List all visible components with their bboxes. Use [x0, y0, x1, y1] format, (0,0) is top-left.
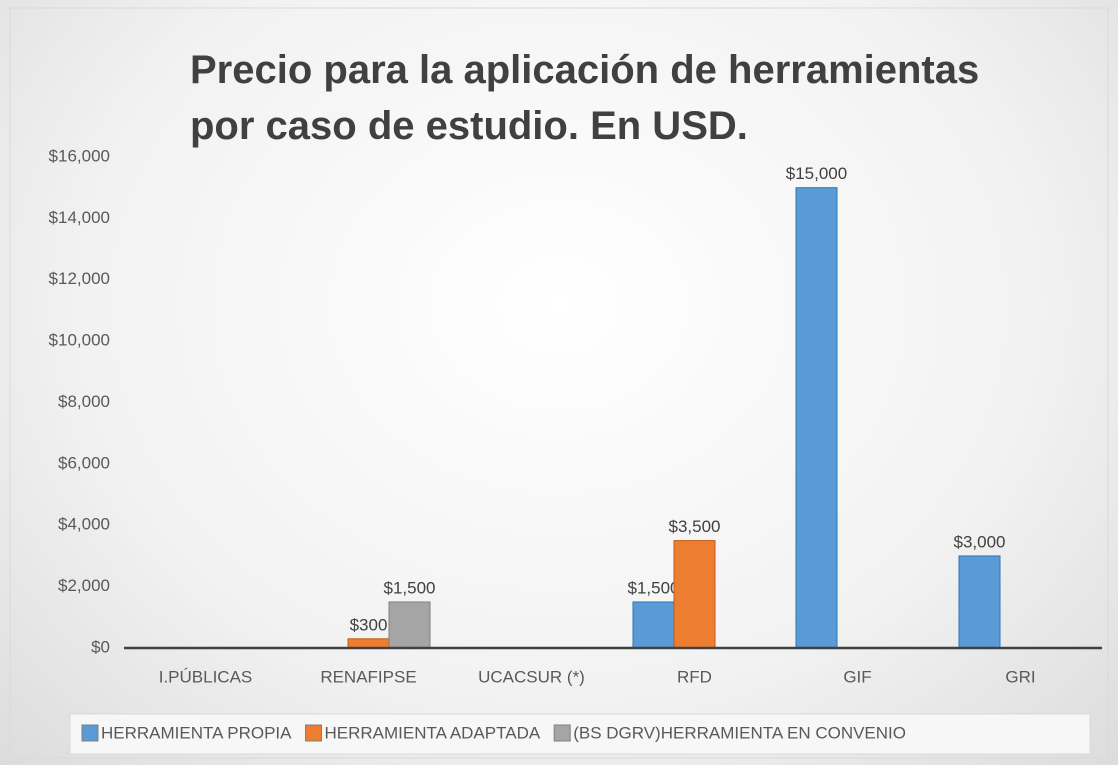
legend-swatch [553, 724, 571, 742]
bar [795, 187, 838, 649]
legend-swatch [305, 724, 322, 742]
x-tick-label: RENAFIPSE [320, 667, 416, 686]
bar [673, 540, 716, 649]
data-label: $300 [350, 615, 388, 634]
x-tick-label: GRI [1005, 667, 1035, 686]
legend-label: (BS DGRV)HERRAMIENTA EN CONVENIO [573, 723, 906, 742]
chart-title: Precio para la aplicación de herramienta… [190, 48, 980, 148]
data-label: $3,000 [954, 532, 1006, 551]
x-tick-label: RFD [677, 667, 712, 686]
y-tick-label: $8,000 [58, 392, 110, 411]
y-tick-label: $14,000 [49, 208, 110, 227]
legend-label: HERRAMIENTA ADAPTADA [325, 723, 541, 742]
data-label: $1,500 [384, 578, 436, 597]
y-tick-label: $2,000 [58, 576, 110, 595]
x-tick-label: GIF [843, 667, 871, 686]
x-tick-label: I.PÚBLICAS [159, 667, 253, 686]
y-tick-label: $10,000 [49, 331, 110, 350]
bar [958, 555, 1001, 649]
data-label: $15,000 [786, 164, 847, 183]
y-tick-label: $6,000 [58, 453, 110, 472]
data-label: $1,500 [628, 578, 680, 597]
y-tick-label: $4,000 [58, 515, 110, 534]
bar [388, 601, 431, 649]
data-label: $3,500 [669, 517, 721, 536]
legend-box [69, 713, 1091, 755]
legend-label: HERRAMIENTA PROPIA [101, 723, 292, 742]
legend-swatch [81, 724, 99, 742]
y-tick-label: $16,000 [49, 146, 110, 165]
bar [347, 638, 390, 649]
y-tick-label: $0 [91, 637, 110, 656]
bar [632, 601, 675, 649]
y-tick-label: $12,000 [49, 269, 110, 288]
chart-border [9, 7, 1109, 759]
x-tick-label: UCACSUR (*) [478, 667, 585, 686]
